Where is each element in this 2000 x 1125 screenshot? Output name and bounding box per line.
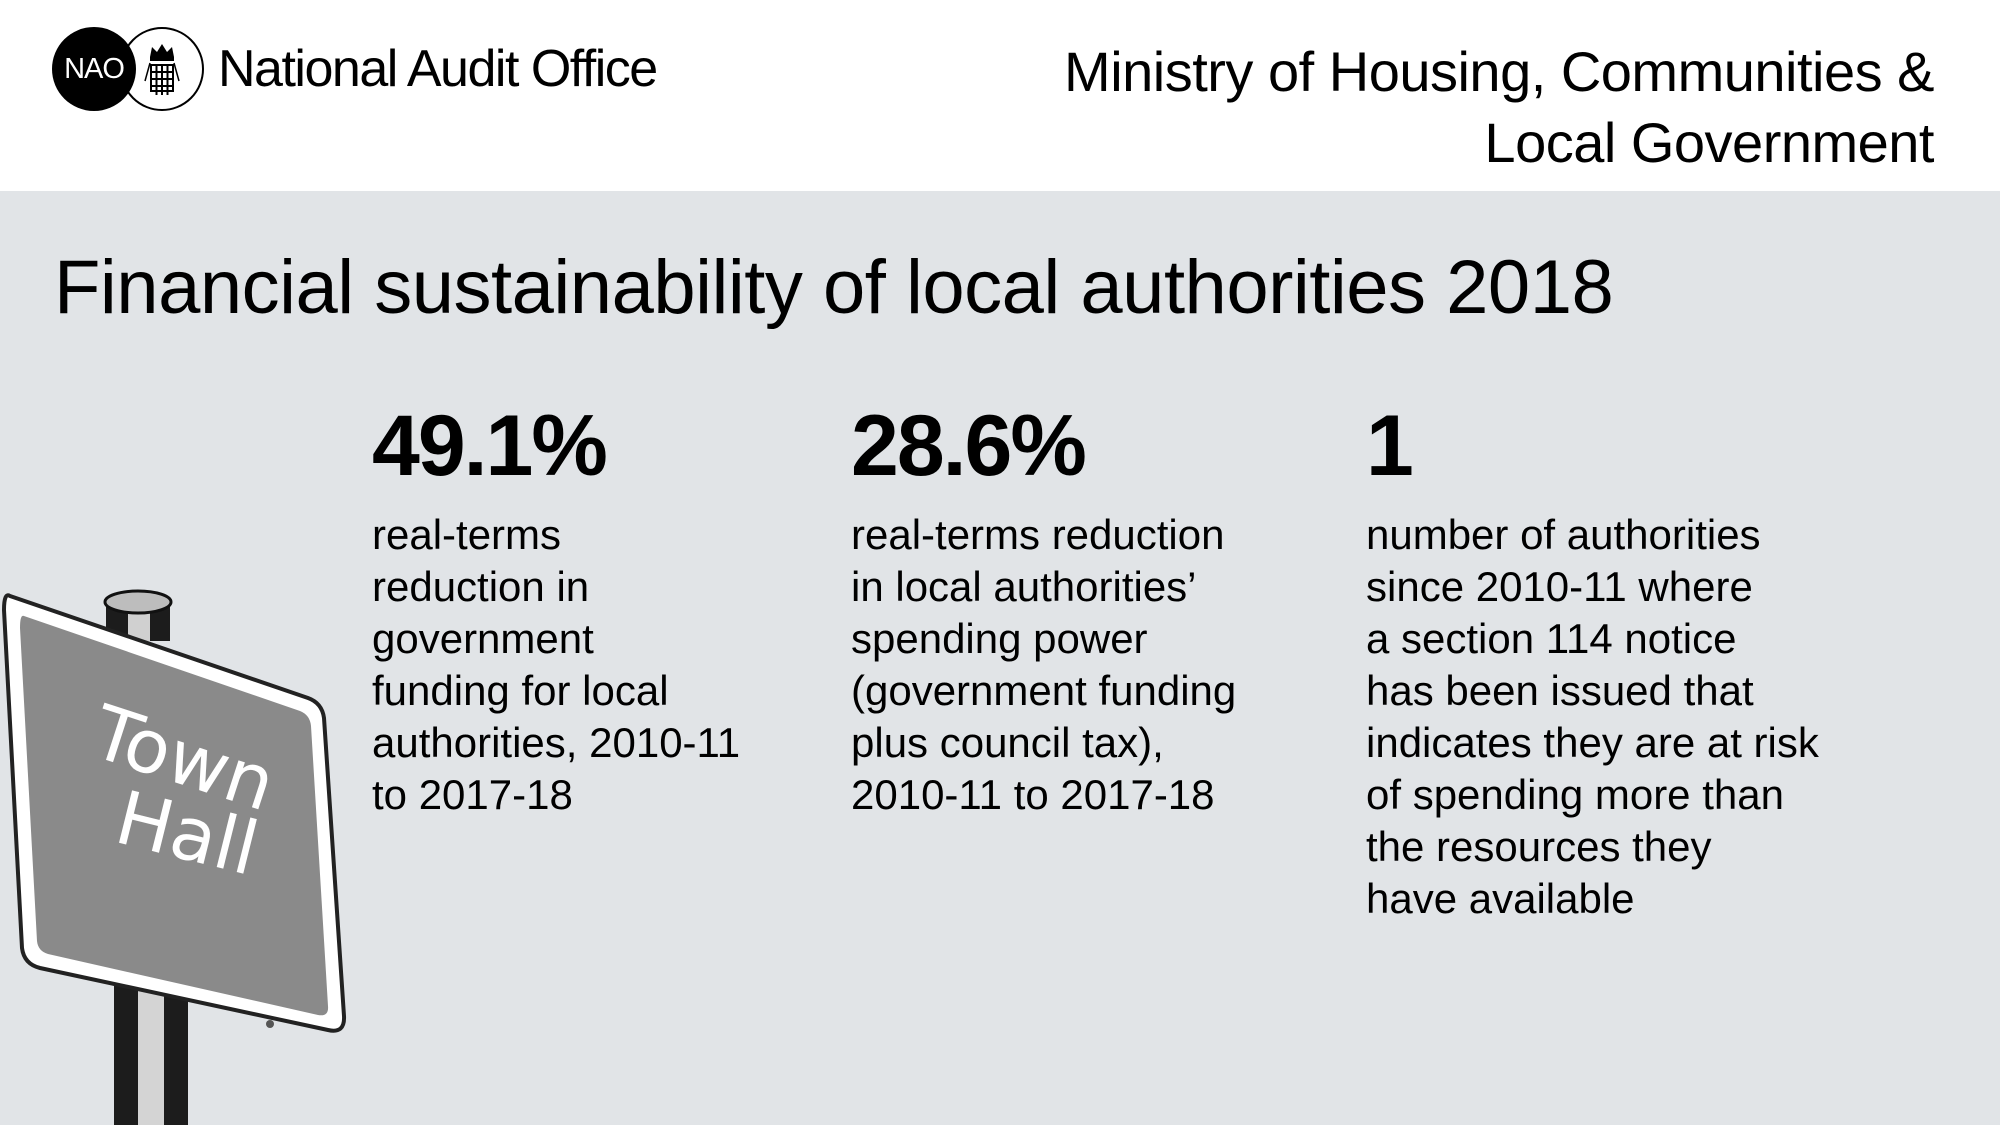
portcullis-crown-icon [144,44,180,95]
stat-value: 49.1% [372,398,608,494]
ministry-line-1: Ministry of Housing, Communities & [1064,40,1934,103]
stat-section-114-notices: 1 number of authorities since 2010-11 wh… [1366,396,1926,925]
nao-badge: NAO [52,27,136,111]
header: NAO National Audit Office Mini [0,0,2000,191]
stat-spending-power-reduction: 28.6% real-terms reduction in local auth… [851,396,1321,821]
stat-description: real-terms reduction in local authoritie… [851,511,1237,818]
stat-description: number of authorities since 2010-11 wher… [1366,511,1819,922]
ministry-line-2: Local Government [1484,111,1934,174]
nao-logo[interactable]: NAO National Audit Office [52,27,658,111]
ministry-name: Ministry of Housing, Communities & Local… [934,36,1934,178]
org-name: National Audit Office [218,40,658,98]
stat-funding-reduction: 49.1% real-terms reduction in government… [372,396,822,821]
stat-description: real-terms reduction in government fundi… [372,511,741,818]
page-title: Financial sustainability of local author… [54,245,1614,330]
stat-value: 1 [1366,398,1414,494]
sign-board: Town Hall [1,593,347,1033]
stat-value: 28.6% [851,398,1087,494]
nao-abbr: NAO [64,52,125,85]
town-hall-sign-image: Town Hall [1,589,347,1125]
main-panel: Financial sustainability of local author… [0,191,2000,1125]
